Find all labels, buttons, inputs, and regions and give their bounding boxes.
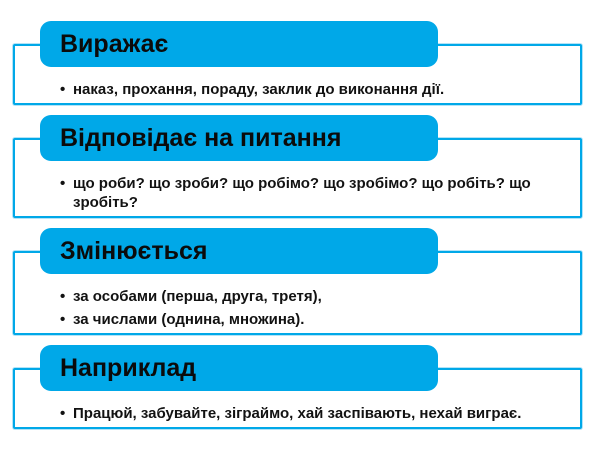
section-block: Виражає наказ, прохання, пораду, заклик …: [13, 21, 582, 105]
section-header: Виражає: [40, 21, 438, 67]
smartart-vertical-list: Виражає наказ, прохання, пораду, заклик …: [13, 21, 582, 429]
section-block: Відповідає на питання що роби? що зроби?…: [13, 115, 582, 218]
section-title: Відповідає на питання: [60, 123, 342, 152]
section-header: Змінюється: [40, 228, 438, 274]
bullet-item: наказ, прохання, пораду, заклик до викон…: [60, 80, 552, 99]
section-header: Відповідає на питання: [40, 115, 438, 161]
section-title: Змінюється: [60, 236, 208, 265]
bullet-list: що роби? що зроби? що робімо? що зробімо…: [15, 140, 580, 216]
bullet-item: за особами (перша, друга, третя),: [60, 287, 552, 306]
section-title: Наприклад: [60, 353, 197, 382]
section-title: Виражає: [60, 29, 169, 58]
bullet-item: за числами (однина, множина).: [60, 310, 552, 329]
section-block: Змінюється за особами (перша, друга, тре…: [13, 228, 582, 335]
bullet-list: Працюй, забувайте, зіграймо, хай заспіва…: [15, 370, 580, 427]
bullet-item: Працюй, забувайте, зіграймо, хай заспіва…: [60, 404, 552, 423]
bullet-list: за особами (перша, друга, третя), за числ…: [15, 253, 580, 333]
bullet-item: що роби? що зроби? що робімо? що зробімо…: [60, 174, 552, 212]
section-header: Наприклад: [40, 345, 438, 391]
section-block: Наприклад Працюй, забувайте, зіграймо, х…: [13, 345, 582, 429]
bullet-list: наказ, прохання, пораду, заклик до викон…: [15, 46, 580, 103]
